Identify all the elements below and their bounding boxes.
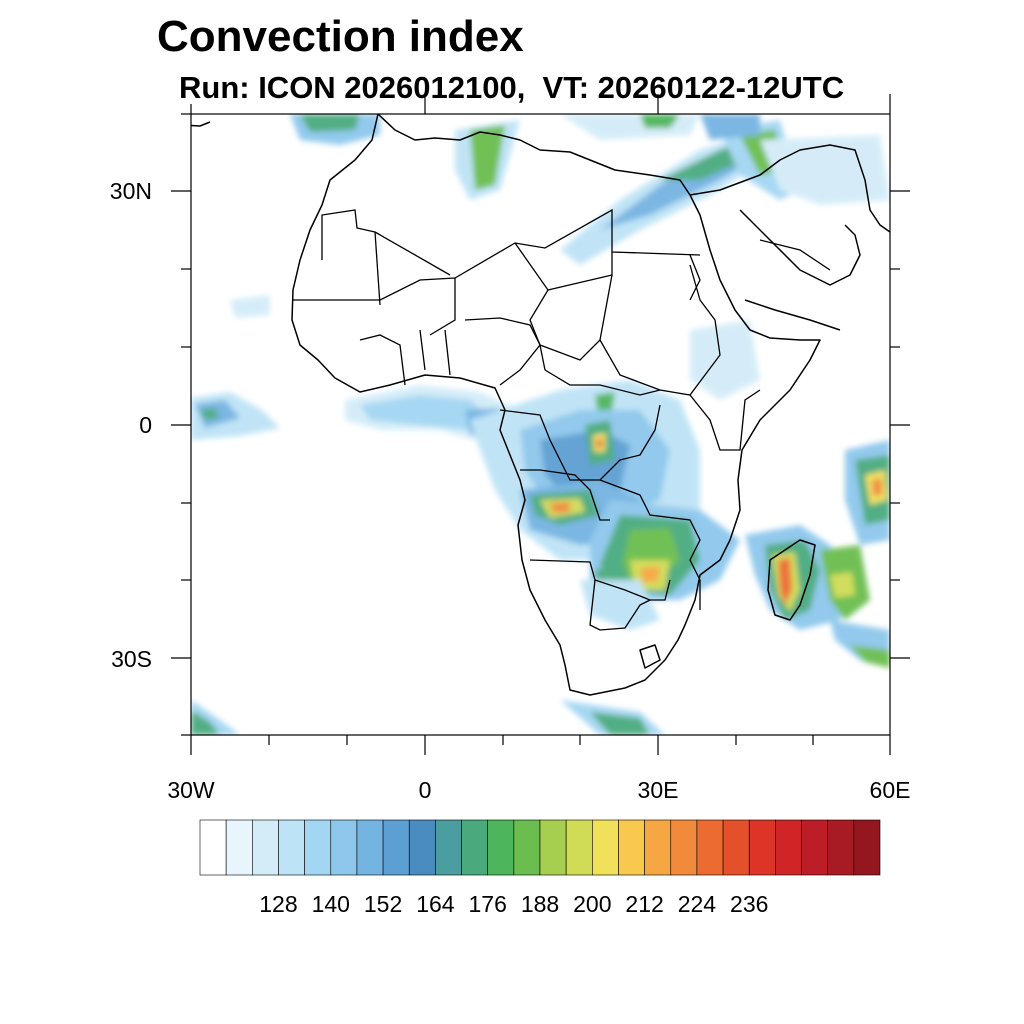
colorbar-box bbox=[408, 819, 436, 876]
x-tick-label-60e: 60E bbox=[870, 777, 911, 803]
y-tick-label-0: 0 bbox=[139, 412, 152, 438]
colorbar-box bbox=[670, 819, 698, 876]
colorbar-label: 236 bbox=[730, 891, 768, 917]
borders bbox=[292, 208, 831, 631]
axis-ticks bbox=[171, 94, 910, 755]
colorbar-box bbox=[330, 819, 358, 876]
colorbar-box bbox=[722, 819, 750, 876]
colorbar-box bbox=[539, 819, 567, 876]
colorbar-label: 188 bbox=[521, 891, 559, 917]
colorbar-box bbox=[565, 819, 593, 876]
colorbar-label: 152 bbox=[364, 891, 402, 917]
x-tick-label-0: 0 bbox=[419, 777, 432, 803]
map-title: Convection index bbox=[157, 12, 524, 61]
colorbar-label: 128 bbox=[259, 891, 297, 917]
colorbar-label: 200 bbox=[573, 891, 611, 917]
colorbar-box bbox=[356, 819, 384, 876]
colorbar-label: 176 bbox=[469, 891, 507, 917]
y-tick-label-30n: 30N bbox=[110, 178, 152, 204]
colorbar-box bbox=[252, 819, 279, 876]
colorbar-box bbox=[435, 819, 462, 876]
colorbar bbox=[199, 819, 881, 876]
convection-field bbox=[191, 114, 890, 735]
colorbar-box bbox=[487, 819, 515, 876]
colorbar-box bbox=[644, 819, 672, 876]
colorbar-box bbox=[696, 819, 724, 876]
coastlines bbox=[191, 114, 890, 696]
colorbar-box bbox=[827, 819, 855, 876]
colorbar-labels: 128 140 152 164 176 188 200 212 224 236 bbox=[259, 891, 768, 917]
colorbar-box bbox=[618, 819, 645, 876]
colorbar-box bbox=[513, 819, 541, 876]
x-tick-label-30e: 30E bbox=[638, 777, 679, 803]
colorbar-label: 140 bbox=[312, 891, 350, 917]
colorbar-box bbox=[775, 819, 802, 876]
colorbar-box bbox=[199, 819, 227, 876]
colorbar-label: 212 bbox=[625, 891, 663, 917]
colorbar-label: 224 bbox=[678, 891, 717, 917]
colorbar-box bbox=[801, 819, 828, 876]
colorbar-box bbox=[382, 819, 410, 876]
colorbar-box bbox=[853, 819, 881, 876]
colorbar-box bbox=[304, 819, 332, 876]
y-tick-label-30s: 30S bbox=[111, 646, 152, 672]
colorbar-box bbox=[461, 819, 488, 876]
colorbar-label: 164 bbox=[416, 891, 455, 917]
colorbar-box bbox=[748, 819, 776, 876]
x-tick-label-30w: 30W bbox=[167, 777, 215, 803]
colorbar-box bbox=[225, 819, 253, 876]
colorbar-box bbox=[278, 819, 305, 876]
map-subtitle: Run: ICON 2026012100, VT: 20260122-12UTC bbox=[179, 70, 845, 105]
colorbar-box bbox=[592, 819, 619, 876]
